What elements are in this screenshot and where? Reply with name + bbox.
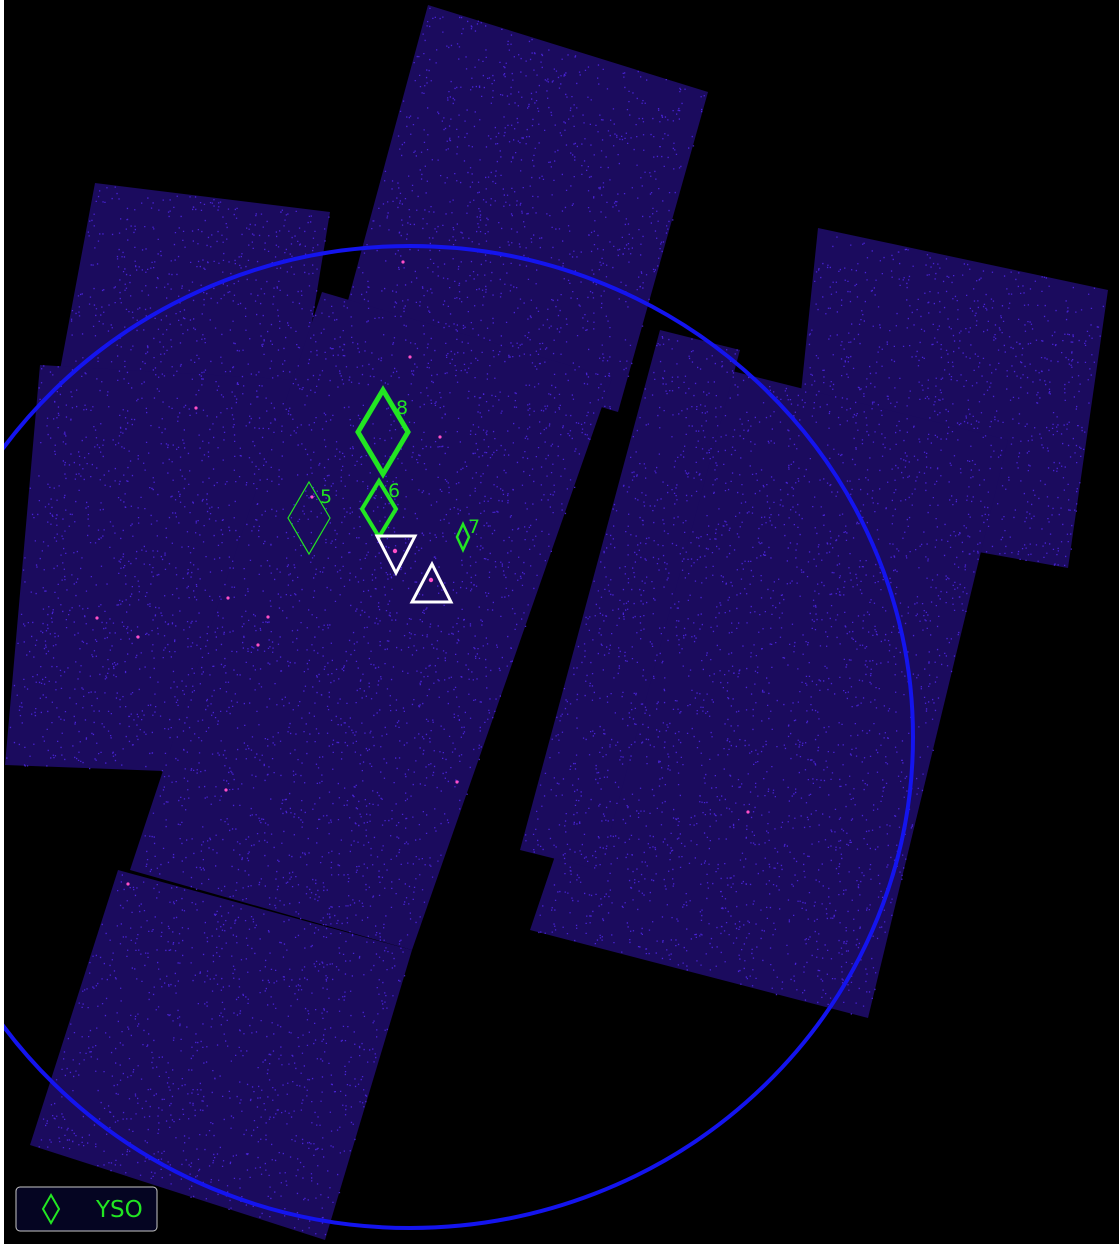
legend: YSO	[15, 1186, 158, 1232]
chip-upper-center	[340, 5, 708, 412]
bright-photon-source	[256, 643, 260, 647]
bright-photon-source	[428, 577, 434, 583]
bright-photon-source	[224, 788, 228, 792]
legend-box	[15, 1186, 158, 1232]
yso-diamond-icon[interactable]	[355, 385, 411, 479]
bright-photon-source	[126, 882, 130, 886]
legend-item-label: YSO	[95, 1197, 143, 1223]
bright-photon-source	[438, 435, 442, 439]
bright-photon-source	[95, 616, 99, 620]
bright-photon-source	[746, 810, 750, 814]
bright-photon-source	[455, 780, 459, 784]
bright-photon-source	[401, 260, 405, 264]
field-of-view-circle	[4, 244, 915, 1230]
source-label-8: 8	[396, 397, 408, 419]
triangle-down-icon[interactable]	[374, 534, 418, 577]
triangle-up-icon[interactable]	[409, 560, 454, 604]
photon-events	[6, 7, 1105, 1236]
yso-diamond-icon[interactable]	[455, 521, 471, 553]
bright-photon-source	[266, 615, 270, 619]
bright-photon-source	[136, 635, 140, 639]
source-markers: 8 5 6 7	[287, 385, 480, 604]
chip-center	[130, 292, 612, 950]
yso-diamond-icon	[41, 1192, 61, 1226]
chip-upper-left	[60, 183, 330, 395]
bright-photon-source	[226, 596, 230, 600]
source-label-7: 7	[468, 516, 480, 538]
source-label-5: 5	[320, 486, 332, 508]
bright-photon-source	[310, 495, 314, 499]
bright-photon-source	[194, 406, 198, 410]
chip-right-inner	[520, 330, 740, 870]
source-label-6: 6	[388, 480, 400, 502]
bright-photon-source	[408, 355, 412, 359]
yso-diamond-icon[interactable]	[287, 480, 331, 556]
chip-lower	[30, 870, 412, 1240]
bright-photon-source	[392, 548, 398, 554]
